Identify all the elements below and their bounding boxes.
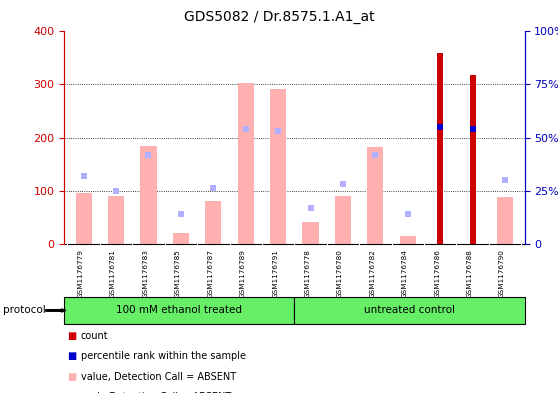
Text: GSM1176788: GSM1176788 (466, 249, 473, 298)
Text: GSM1176781: GSM1176781 (110, 249, 116, 298)
Text: ■: ■ (67, 351, 76, 362)
Text: GSM1176790: GSM1176790 (499, 249, 505, 298)
Bar (238, 83, 254, 244)
Bar (400, 236, 416, 244)
Text: value, Detection Call = ABSENT: value, Detection Call = ABSENT (81, 372, 236, 382)
Text: ■: ■ (67, 392, 76, 393)
Text: GSM1176784: GSM1176784 (402, 249, 408, 298)
Bar (108, 196, 124, 244)
Text: ■: ■ (67, 331, 76, 341)
Text: protocol: protocol (3, 305, 46, 316)
Text: ■: ■ (67, 372, 76, 382)
Bar (497, 197, 513, 244)
Text: GSM1176785: GSM1176785 (175, 249, 181, 298)
Text: untreated control: untreated control (364, 305, 455, 316)
Text: percentile rank within the sample: percentile rank within the sample (81, 351, 246, 362)
Bar (173, 233, 189, 244)
Text: GSM1176780: GSM1176780 (337, 249, 343, 298)
Text: 100 mM ethanol treated: 100 mM ethanol treated (116, 305, 242, 316)
Bar (205, 201, 222, 244)
Text: GSM1176779: GSM1176779 (78, 249, 84, 298)
Text: GDS5082 / Dr.8575.1.A1_at: GDS5082 / Dr.8575.1.A1_at (184, 10, 374, 24)
Bar (470, 75, 475, 244)
Bar (270, 89, 286, 244)
Bar (302, 222, 319, 244)
Text: GSM1176791: GSM1176791 (272, 249, 278, 298)
Text: GSM1176778: GSM1176778 (305, 249, 311, 298)
Bar (141, 145, 157, 244)
Bar (75, 193, 92, 244)
Bar (367, 147, 383, 244)
Bar (437, 53, 443, 244)
Text: rank, Detection Call = ABSENT: rank, Detection Call = ABSENT (81, 392, 231, 393)
Bar (64, 297, 295, 324)
Text: GSM1176783: GSM1176783 (142, 249, 148, 298)
Bar (335, 196, 351, 244)
Text: GSM1176787: GSM1176787 (208, 249, 213, 298)
Text: GSM1176786: GSM1176786 (434, 249, 440, 298)
Text: GSM1176782: GSM1176782 (369, 249, 376, 298)
Text: GSM1176789: GSM1176789 (240, 249, 246, 298)
Text: count: count (81, 331, 109, 341)
Bar (295, 297, 525, 324)
